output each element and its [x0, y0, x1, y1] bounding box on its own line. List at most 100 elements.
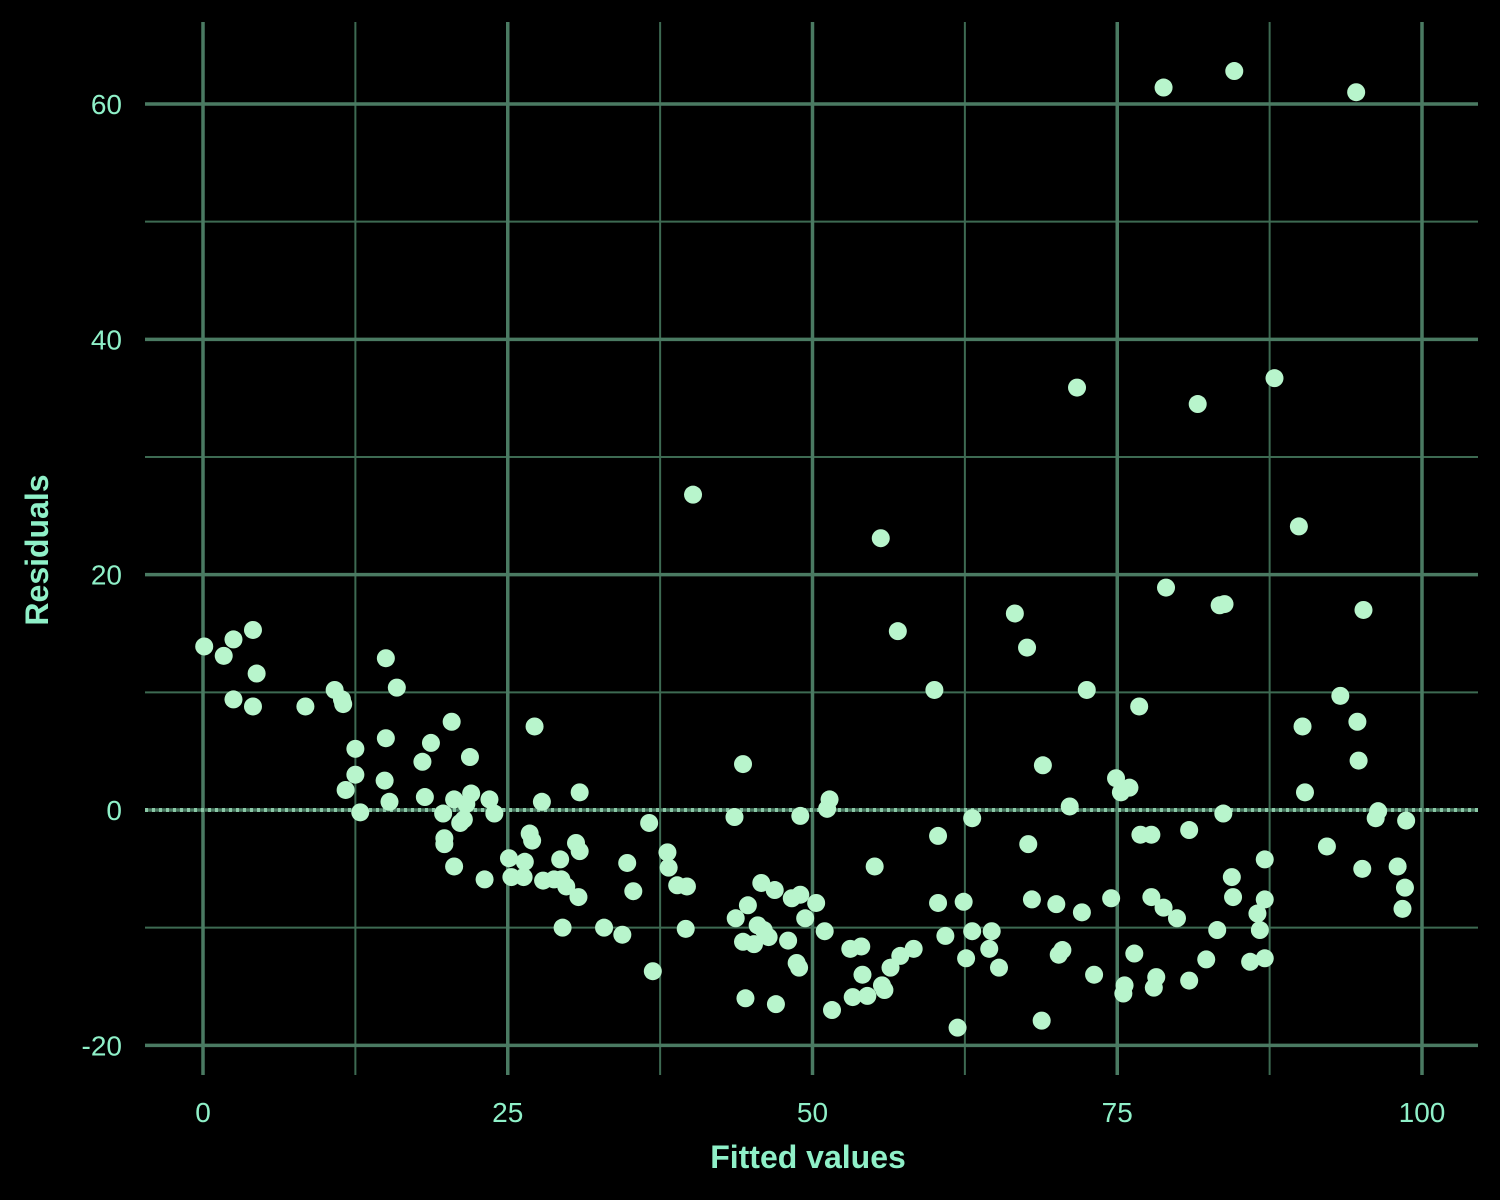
data-point: [434, 804, 453, 823]
data-point: [336, 780, 355, 799]
data-point: [734, 755, 753, 774]
data-point: [1295, 783, 1314, 802]
data-point: [725, 808, 744, 827]
data-point: [224, 630, 243, 649]
data-point: [421, 733, 440, 752]
data-point: [658, 843, 677, 862]
data-point: [1019, 835, 1038, 854]
data-point: [376, 729, 395, 748]
data-point: [1005, 604, 1024, 623]
data-point: [676, 919, 695, 938]
data-point: [1022, 890, 1041, 909]
data-point: [1369, 802, 1388, 821]
data-point: [790, 958, 809, 977]
data-point: [570, 783, 589, 802]
data-point: [865, 857, 884, 876]
data-point: [1077, 680, 1096, 699]
data-point: [684, 485, 703, 504]
data-point: [820, 790, 839, 809]
data-point: [963, 809, 982, 828]
data-point: [891, 946, 910, 965]
data-point: [351, 803, 370, 822]
data-point: [1265, 369, 1284, 388]
data-point: [929, 826, 948, 845]
data-point: [875, 981, 894, 1000]
data-point: [1388, 857, 1407, 876]
data-point: [1142, 888, 1161, 907]
data-point: [480, 790, 499, 809]
data-point: [1154, 78, 1173, 97]
data-point: [595, 918, 614, 937]
data-point: [980, 939, 999, 958]
data-point: [871, 529, 890, 548]
data-point: [1255, 890, 1274, 909]
data-point: [1241, 952, 1260, 971]
data-point: [514, 868, 533, 887]
data-point: [954, 892, 973, 911]
data-point: [1255, 949, 1274, 968]
data-point: [1255, 850, 1274, 869]
data-point: [990, 958, 1009, 977]
data-point: [442, 712, 461, 731]
data-point: [823, 1001, 842, 1020]
data-point: [1068, 378, 1087, 397]
x-tick-label: 25: [492, 1097, 523, 1128]
x-tick-label: 0: [195, 1097, 211, 1128]
data-point: [1107, 769, 1126, 788]
data-point: [1250, 921, 1269, 940]
data-point: [643, 962, 662, 981]
data-point: [1032, 1011, 1051, 1030]
data-point: [1125, 944, 1144, 963]
data-point: [791, 885, 810, 904]
data-point: [904, 939, 923, 958]
x-axis-tick-labels: 0 25 50 75 100: [195, 1097, 1445, 1128]
data-point: [1167, 909, 1186, 928]
data-point: [525, 717, 544, 736]
data-point: [1120, 778, 1139, 797]
data-point: [957, 949, 976, 968]
data-point: [224, 690, 243, 709]
data-point: [948, 1018, 967, 1037]
data-point: [1060, 797, 1079, 816]
data-point: [553, 918, 572, 937]
data-point: [843, 988, 862, 1007]
y-tick-label: 0: [106, 795, 122, 826]
data-point: [243, 620, 262, 639]
data-point: [454, 810, 473, 829]
data-point: [1180, 971, 1199, 990]
data-point: [1018, 638, 1037, 657]
data-point: [752, 873, 771, 892]
data-point: [659, 858, 678, 877]
data-point: [346, 765, 365, 784]
y-axis-title: Residuals: [19, 474, 55, 625]
data-point: [1349, 751, 1368, 770]
data-point: [557, 877, 576, 896]
data-point: [858, 986, 877, 1005]
data-point: [1225, 62, 1244, 81]
y-tick-label: -20: [82, 1030, 122, 1061]
data-point: [765, 881, 784, 900]
data-point: [807, 893, 826, 912]
data-point: [376, 649, 395, 668]
major-gridlines: [145, 22, 1478, 1075]
data-point: [853, 965, 872, 984]
data-point: [1353, 859, 1372, 878]
data-point: [387, 678, 406, 697]
data-point: [1215, 595, 1234, 614]
data-point: [982, 922, 1001, 941]
data-point: [815, 922, 834, 941]
data-point: [963, 922, 982, 941]
data-point: [936, 926, 955, 945]
data-point: [296, 697, 315, 716]
data-point: [1347, 83, 1366, 102]
data-point: [214, 646, 233, 665]
data-point: [1072, 903, 1091, 922]
data-point: [462, 784, 481, 803]
data-point: [1047, 895, 1066, 914]
data-point: [929, 893, 948, 912]
data-point: [375, 771, 394, 790]
data-point: [1348, 712, 1367, 731]
data-point: [1222, 868, 1241, 887]
